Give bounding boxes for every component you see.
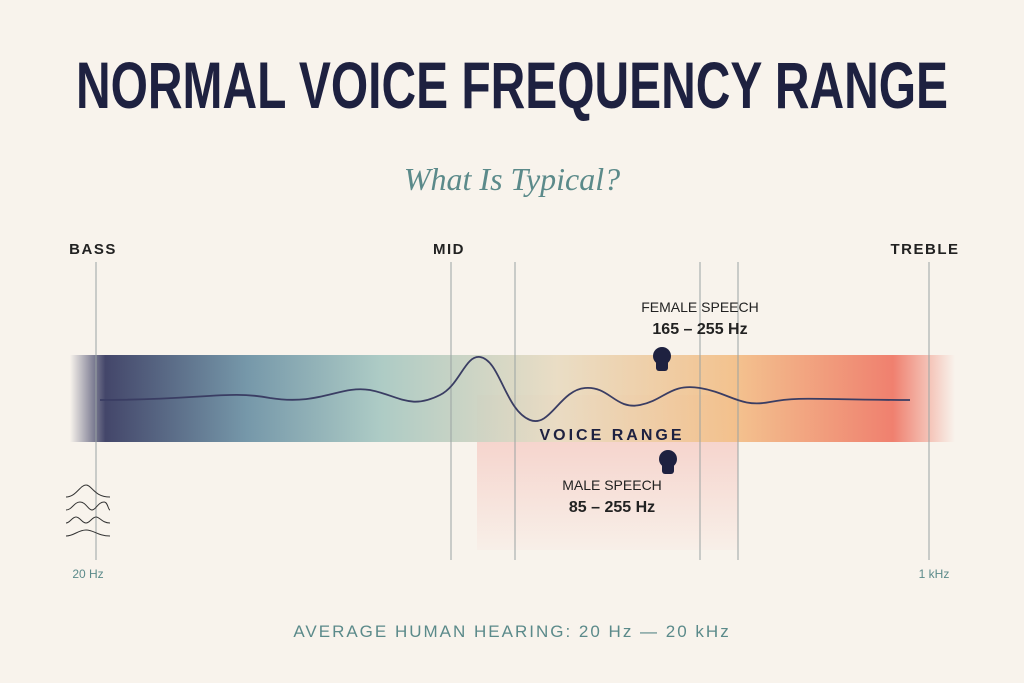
male-label: MALE SPEECH xyxy=(562,477,662,493)
band-label: BASS xyxy=(69,241,117,258)
scale-right: 1 kHz xyxy=(919,567,950,581)
female-label: FEMALE SPEECH xyxy=(641,299,758,315)
scale-left: 20 Hz xyxy=(72,567,103,581)
band-label: TREBLE xyxy=(891,241,960,258)
female-range: 165 – 255 Hz xyxy=(652,321,747,338)
footer: AVERAGE HUMAN HEARING: 20 Hz — 20 kHz xyxy=(293,622,730,641)
male-icon xyxy=(659,450,677,474)
subtitle: What Is Typical? xyxy=(404,161,620,197)
male-range: 85 – 255 Hz xyxy=(569,499,655,516)
female-icon xyxy=(653,347,671,371)
waveform xyxy=(99,356,911,422)
wave-icon xyxy=(65,484,111,537)
divider-lines xyxy=(95,262,930,560)
title: NORMAL VOICE FREQUENCY RANGE xyxy=(76,48,948,122)
band-label: MID xyxy=(433,241,465,258)
voice-range-label: VOICE RANGE xyxy=(539,427,684,444)
